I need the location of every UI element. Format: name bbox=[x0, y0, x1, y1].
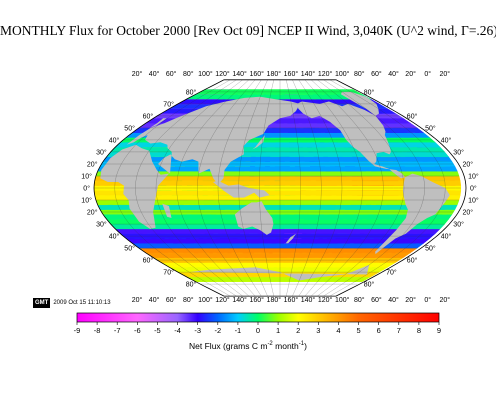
colorbar-gradient bbox=[76, 312, 440, 323]
colorbar-title: Net Flux (grams C m-2 month-1) bbox=[0, 341, 496, 351]
colorbar-tick-label: -4 bbox=[174, 326, 181, 335]
colorbar-tick-label: -8 bbox=[94, 326, 101, 335]
colorbar-tick-label: 5 bbox=[357, 326, 361, 335]
colorbar-tick-label: 9 bbox=[437, 326, 441, 335]
colorbar-ticks: -9 -8 -7 -6 -5 -4 -3 -2 -1 0 1 2 3 4 5 6 7 8 9 bbox=[74, 322, 441, 335]
colorbar-tick-label: -6 bbox=[134, 326, 141, 335]
flux-map: 20° 40° 60° 80° 100° 120° 140° 160° 180° 160° 140°… bbox=[81, 70, 479, 304]
colorbar-title-mid: month bbox=[272, 341, 299, 351]
colorbar-tick-label: 7 bbox=[397, 326, 401, 335]
colorbar-tick-label: -5 bbox=[154, 326, 161, 335]
colorbar-title-end: ) bbox=[304, 341, 307, 351]
colorbar-tick-label: -7 bbox=[114, 326, 121, 335]
map-title: MONTHLY Flux for October 2000 [Rev Oct 0… bbox=[0, 23, 496, 38]
colorbar-tick-label: 6 bbox=[377, 326, 381, 335]
colorbar-tick-label: 1 bbox=[276, 326, 280, 335]
colorbar-title-main: Net Flux (grams C m bbox=[189, 341, 268, 351]
colorbar-tick-label: 8 bbox=[417, 326, 421, 335]
colorbar-tick-label: -9 bbox=[74, 326, 81, 335]
colorbar-tick-label: 3 bbox=[316, 326, 320, 335]
colorbar-tick-label: 4 bbox=[336, 326, 340, 335]
colorbar-tick-label: -1 bbox=[235, 326, 242, 335]
colorbar-tick-label: -2 bbox=[214, 326, 221, 335]
colorbar-tick-label: 2 bbox=[296, 326, 300, 335]
colorbar-tick-label: -3 bbox=[194, 326, 201, 335]
colorbar-tick-label: 0 bbox=[256, 326, 260, 335]
